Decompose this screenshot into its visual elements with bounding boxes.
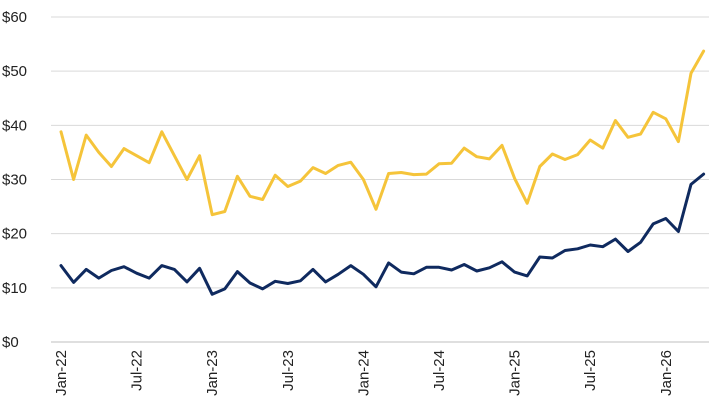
x-tick-label: Jul-23 — [280, 350, 297, 391]
x-tick-label: Jul-24 — [431, 350, 448, 391]
x-axis-tick-labels: Jan-22 Jul-22 Jan-23 Jul-23 Jan-24 Jul-24 Jan-… — [53, 350, 675, 396]
y-tick-label: $40 — [2, 117, 27, 134]
y-tick-label: $60 — [2, 9, 27, 26]
y-axis-tick-labels: $0 $10 $20 $30 $40 $50 $60 — [2, 9, 27, 351]
x-tick-label: Jan-26 — [658, 350, 675, 396]
x-tick-label: Jan-24 — [355, 350, 372, 396]
y-tick-label: $50 — [2, 63, 27, 80]
series-line-2 — [59, 172, 706, 296]
x-tick-label: Jan-22 — [53, 350, 70, 396]
x-tick-label: Jan-23 — [204, 350, 221, 396]
y-tick-label: $10 — [2, 280, 27, 297]
series-lines — [59, 49, 706, 296]
y-tick-label: $20 — [2, 226, 27, 243]
x-tick-label: Jul-25 — [582, 350, 599, 391]
y-tick-label: $0 — [2, 334, 19, 351]
x-tick-label: Jan-25 — [507, 350, 524, 396]
y-tick-label: $30 — [2, 172, 27, 189]
gridlines — [51, 16, 709, 343]
series-line-1 — [59, 49, 706, 217]
x-tick-label: Jul-22 — [129, 350, 146, 391]
